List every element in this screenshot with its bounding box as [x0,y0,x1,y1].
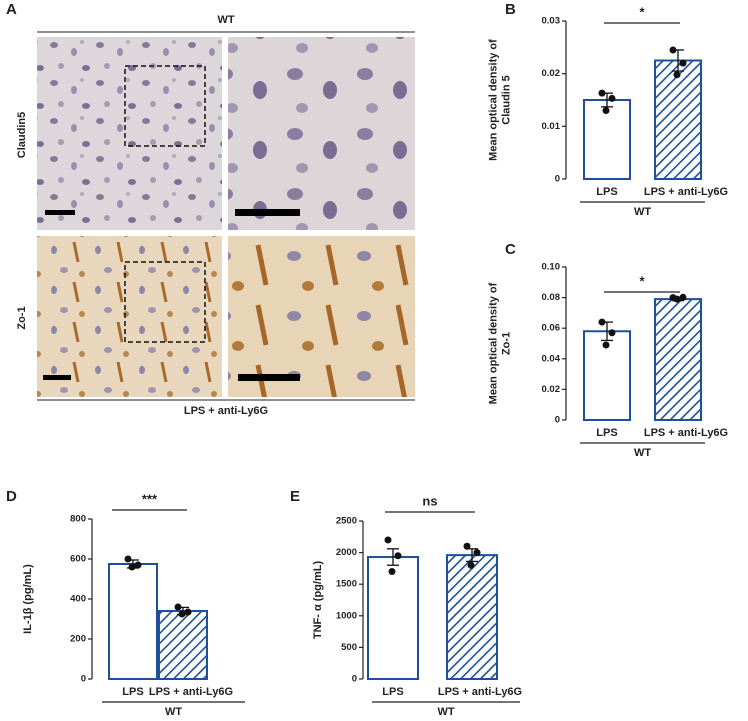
scale-bar [43,375,71,380]
y-axis-label: Mean optical density of [487,282,499,404]
y-tick-label: 0.10 [542,262,561,273]
group-label: WT [634,447,651,459]
y-tick-label: 600 [70,554,86,565]
data-point [608,329,616,337]
data-point [128,563,136,571]
data-point [184,608,192,616]
panel-letter: C [505,241,516,258]
x-tick-label: LPS [382,686,403,698]
bar [654,59,702,180]
x-tick-label: LPS [596,427,617,439]
y-tick-label: 200 [70,634,86,645]
data-point [673,71,681,79]
significance-label: ns [422,493,437,508]
y-tick-label: 0 [352,674,357,685]
y-tick-label: 0.01 [542,121,561,132]
x-tick-label: LPS [596,186,617,198]
y-tick-label: 1500 [336,579,357,590]
image [228,236,415,397]
y-tick-label: 2500 [336,516,357,527]
x-tick-label: LPS + anti-Ly6G [149,686,233,698]
x-tick-label: LPS + anti-Ly6G [644,186,728,198]
data-point [679,293,687,301]
bar [108,563,158,680]
image [37,236,222,397]
data-point [178,610,186,618]
y-axis-label: Claudin 5 [500,75,512,125]
panel-letter: A [6,1,17,18]
group-label: WT [634,206,651,218]
data-point [679,59,687,67]
data-point [669,46,677,54]
data-point [467,561,475,569]
data-point [673,295,681,303]
footer: LPS + anti-Ly6G [184,405,268,417]
y-tick-label: 400 [70,594,86,605]
y-axis-label: Zo-1 [500,332,512,355]
y-tick-label: 0.02 [542,68,561,79]
data-point [598,89,606,97]
y-tick-label: 0.03 [542,16,561,27]
row-label: Claudin5 [16,112,28,158]
panel-letter: E [290,488,300,505]
data-point [598,318,606,326]
y-axis-label: Mean optical density of [487,39,499,161]
y-tick-label: 1000 [336,610,357,621]
panel-a: A WT Claudin5 Zo-1 LPS + anti-Ly6G [6,1,415,417]
x-tick-label: LPS + anti-Ly6G [438,686,522,698]
y-tick-label: 0.06 [542,323,561,334]
y-tick-label: 800 [70,514,86,525]
error-bar [387,548,399,566]
y-axis-label: TNF- α (pg/mL) [312,561,324,640]
panel-letter: B [505,1,516,18]
data-point [473,549,481,557]
data-point [134,561,142,569]
y-tick-label: 2000 [336,547,357,558]
inset-box [124,261,206,343]
significance-label: *** [142,491,158,506]
y-tick-label: 500 [341,642,357,653]
x-tick-label: LPS + anti-Ly6G [644,427,728,439]
y-tick-label: 0.02 [542,384,561,395]
inset-box [124,65,206,147]
scale-bar [238,374,300,381]
group-label: WT [165,706,182,718]
data-point [388,568,396,576]
group-label: WT [437,706,454,718]
scale-bar [45,210,75,215]
significance-label: * [639,4,645,19]
data-point [463,542,471,550]
y-tick-label: 0.04 [542,353,561,364]
header: WT [217,14,234,26]
bar [654,298,702,422]
scale-bar [235,209,300,216]
data-point [174,603,182,611]
bar [367,556,419,680]
data-point [124,555,132,563]
data-point [608,94,616,102]
bar [446,554,498,680]
panel-letter: D [6,488,17,505]
data-point [602,107,610,115]
data-point [384,536,392,544]
data-point [394,552,402,560]
y-tick-label: 0 [555,415,560,426]
y-axis-label: IL-1β (pg/mL) [22,564,34,634]
image [37,37,222,230]
data-point [602,341,610,349]
x-tick-label: LPS [122,686,143,698]
row-label: Zo-1 [16,306,28,329]
y-tick-label: 0.08 [542,292,561,303]
y-tick-label: 0 [555,174,560,185]
significance-label: * [639,273,645,288]
image [228,37,415,230]
bar [158,610,208,680]
y-tick-label: 0 [81,674,86,685]
